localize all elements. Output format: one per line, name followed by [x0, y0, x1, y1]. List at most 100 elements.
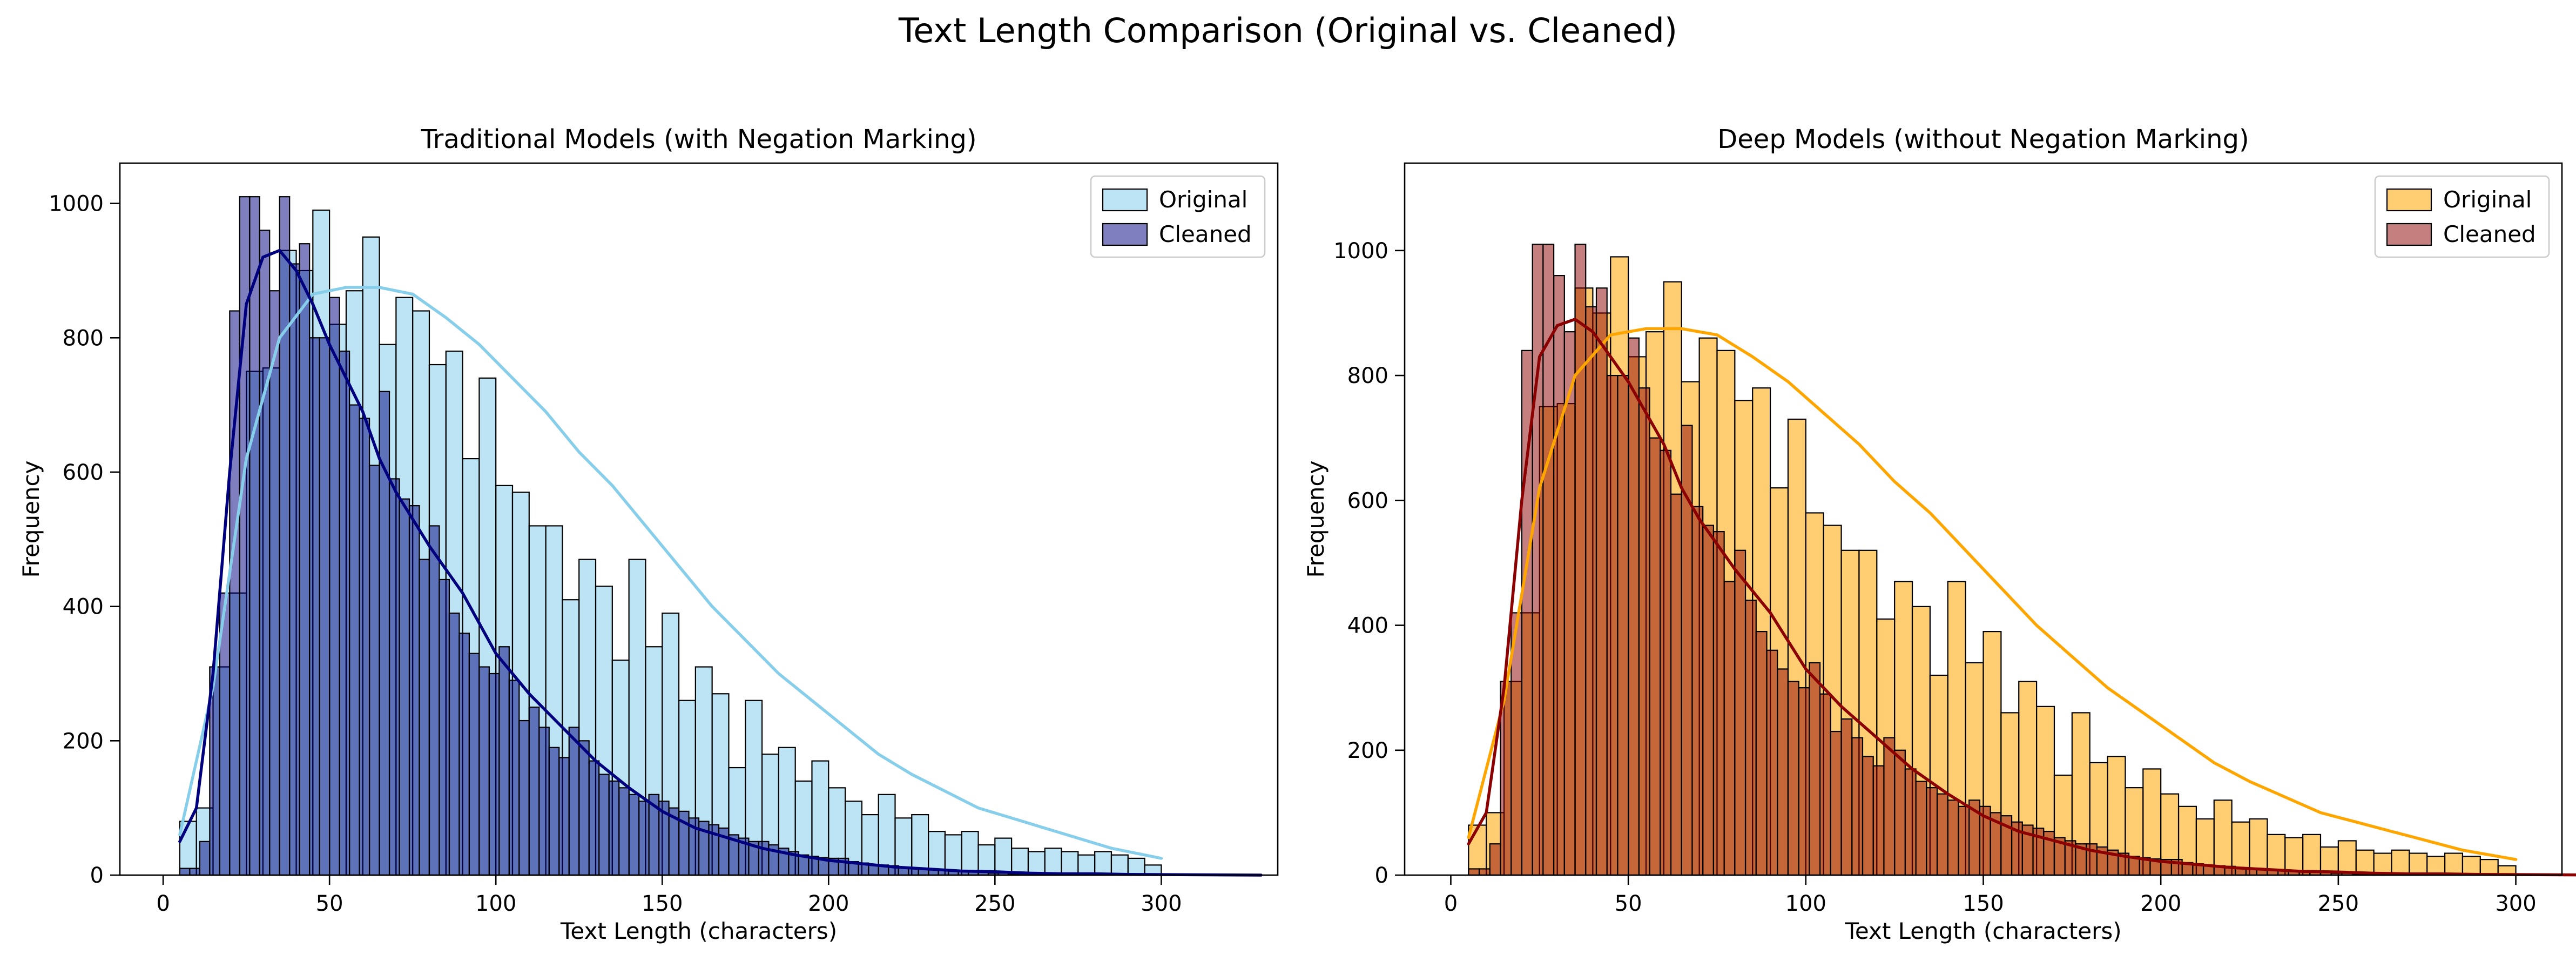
legend-swatch-cleaned — [1102, 223, 1148, 246]
y-tick-label: 1000 — [1333, 239, 1388, 264]
bar-cleaned — [1478, 868, 1491, 876]
bar-original — [1127, 857, 1145, 876]
plot-frame — [119, 162, 1279, 876]
bar-cleaned — [448, 612, 460, 876]
axes: 0 50 100 150 200 250 300 0 200 400 600 800 1000 — [1333, 162, 2563, 916]
bar-original — [179, 821, 197, 876]
bar-cleaned — [249, 196, 260, 876]
bar-cleaned — [388, 478, 400, 876]
bar-cleaned — [1947, 799, 1959, 876]
x-tick-label: 0 — [156, 891, 170, 916]
bar-original — [1110, 854, 1129, 876]
bar-original — [1061, 851, 1079, 876]
bar-cleaned — [1819, 693, 1831, 876]
bar-cleaned — [1670, 493, 1682, 876]
y-tick-label: 1000 — [49, 192, 104, 217]
bar-cleaned — [1489, 843, 1501, 876]
y-tick-label: 400 — [1347, 614, 1388, 639]
chart-panel-traditional: Traditional Models (with Negation Markin… — [18, 124, 1279, 944]
bar-cleaned — [1723, 581, 1736, 876]
bar-cleaned — [1553, 275, 1565, 876]
bar-cleaned — [1468, 868, 1480, 876]
bar-cleaned — [1851, 737, 1864, 876]
y-axis-label: Frequency — [1303, 461, 1329, 578]
x-axis-label: Text Length (characters) — [1844, 918, 2121, 944]
bar-cleaned — [1894, 749, 1906, 876]
bar-original — [2426, 856, 2446, 876]
y-axis-label: Frequency — [18, 461, 44, 578]
x-tick-label: 150 — [1963, 891, 2004, 916]
bar-cleaned — [1766, 649, 1778, 876]
bar-cleaned — [1744, 600, 1757, 876]
bar-cleaned — [538, 727, 550, 876]
x-tick-label: 0 — [1444, 891, 1458, 916]
bar-cleaned — [1595, 287, 1608, 876]
bar-cleaned — [638, 801, 650, 876]
bar-original — [2267, 834, 2286, 876]
bar-cleaned — [488, 673, 500, 876]
bar-cleaned — [359, 418, 370, 876]
x-tick-label: 250 — [2318, 891, 2359, 916]
bar-cleaned — [1702, 525, 1715, 876]
bar-original — [1011, 848, 1029, 876]
bar-cleaned — [578, 740, 590, 876]
bar-cleaned — [508, 680, 520, 876]
bar-original — [2302, 834, 2322, 876]
bar-cleaned — [319, 337, 331, 876]
x-tick-label: 300 — [1141, 891, 1182, 916]
bar-cleaned — [608, 780, 620, 876]
bar-cleaned — [458, 633, 470, 876]
bar-cleaned — [1915, 781, 1927, 876]
bar-cleaned — [1606, 374, 1619, 876]
kde-line-cleaned — [178, 248, 1263, 877]
legend-label-original: Original — [1159, 186, 1247, 213]
bar-cleaned — [1574, 244, 1587, 876]
bar-cleaned — [1787, 681, 1799, 876]
bar-original — [1094, 851, 1112, 876]
figure-suptitle: Text Length Comparison (Original vs. Cle… — [898, 11, 1677, 50]
x-tick-label: 200 — [2140, 891, 2181, 916]
kde-line-original — [1467, 327, 2518, 861]
bar-original — [2444, 852, 2464, 876]
axes: 0 50 100 150 200 250 300 0 200 400 600 800 1000 — [49, 162, 1279, 916]
x-tick-label: 200 — [808, 891, 849, 916]
kde-curves — [1467, 318, 2576, 877]
bar-cleaned — [399, 498, 410, 876]
bar-cleaned — [1532, 244, 1544, 876]
legend-label-cleaned: Cleaned — [1159, 221, 1252, 247]
x-tick-label: 100 — [475, 891, 516, 916]
bar-cleaned — [548, 747, 560, 876]
bar-original — [2462, 856, 2481, 876]
bar-cleaned — [628, 794, 640, 876]
y-tick-label: 800 — [63, 326, 104, 351]
chart-title: Traditional Models (with Negation Markin… — [420, 124, 976, 154]
bar-original — [1044, 848, 1062, 876]
kde-line-cleaned — [1467, 318, 2576, 877]
legend: Original Cleaned — [2374, 175, 2550, 258]
bar-cleaned — [199, 841, 211, 876]
bar-cleaned — [1712, 531, 1725, 876]
bar-cleaned — [1628, 337, 1640, 876]
chart-panel-deep: Deep Models (without Negation Marking) T… — [1303, 124, 2576, 944]
bar-cleaned — [588, 760, 600, 876]
bar-cleaned — [269, 290, 280, 876]
bar-cleaned — [1777, 668, 1789, 876]
x-tick-label: 150 — [642, 891, 683, 916]
bar-cleaned — [568, 727, 580, 876]
bar-cleaned — [299, 243, 311, 876]
legend: Original Cleaned — [1090, 175, 1266, 258]
bar-cleaned — [1798, 687, 1810, 876]
bar-cleaned — [1904, 768, 1917, 876]
bar-cleaned — [518, 720, 530, 876]
y-tick-label: 600 — [1347, 488, 1388, 513]
bar-cleaned — [349, 404, 360, 876]
bar-cleaned — [1638, 387, 1650, 876]
bar-cleaned — [1649, 437, 1661, 876]
legend-label-cleaned: Cleaned — [2443, 221, 2536, 247]
x-tick-label: 50 — [316, 891, 343, 916]
bar-cleaned — [309, 337, 320, 876]
bar-cleaned — [279, 196, 291, 876]
y-tick-label: 200 — [1347, 738, 1388, 763]
bar-cleaned — [428, 525, 440, 876]
